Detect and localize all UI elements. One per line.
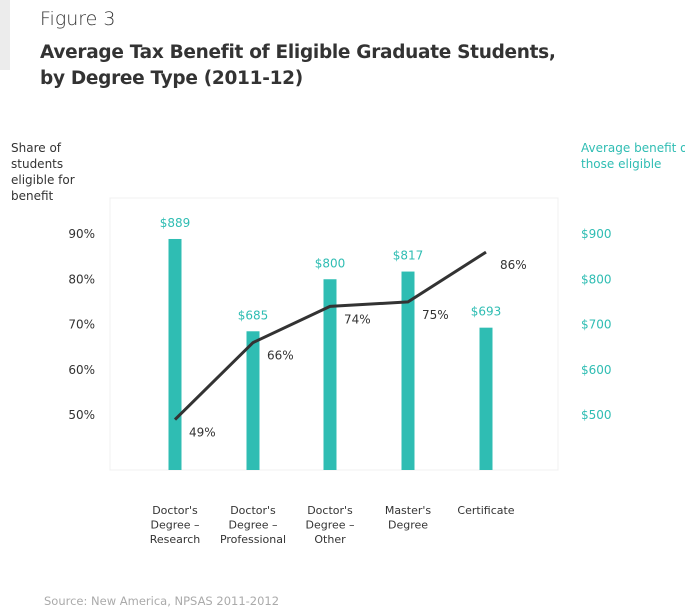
bar	[479, 327, 493, 470]
left-tick-label: 50%	[68, 408, 95, 422]
figure-label: Figure 3	[40, 8, 116, 30]
line-data-label: 49%	[189, 426, 216, 440]
left-axis-label: Share of	[11, 141, 62, 155]
x-category-label: Certificate	[457, 504, 514, 517]
bar	[246, 331, 260, 470]
x-category-label: Degree –	[305, 519, 354, 532]
right-axis-label: those eligible	[581, 157, 661, 171]
bar	[323, 279, 337, 470]
x-category-label: Doctor's	[230, 504, 276, 517]
bar-data-label: $693	[471, 305, 502, 319]
bar-data-label: $800	[315, 256, 346, 270]
bar-data-label: $817	[393, 249, 424, 263]
right-tick-label: $700	[581, 318, 612, 332]
left-tick-label: 60%	[68, 363, 95, 377]
x-category-label: Doctor's	[307, 504, 353, 517]
right-tick-label: $800	[581, 272, 612, 286]
decorative-side-bar	[0, 0, 10, 70]
x-category-label: Other	[314, 533, 346, 546]
right-tick-label: $600	[581, 363, 612, 377]
left-axis-label: benefit	[11, 189, 54, 203]
x-category-label: Degree	[388, 519, 428, 532]
right-tick-label: $500	[581, 408, 612, 422]
chart-title-line-1: Average Tax Benefit of Eligible Graduate…	[40, 42, 556, 63]
line-data-label: 86%	[500, 258, 527, 272]
left-tick-label: 90%	[68, 227, 95, 241]
x-category-label: Master's	[385, 504, 432, 517]
left-tick-label: 80%	[68, 272, 95, 286]
line-data-label: 74%	[344, 312, 371, 326]
right-axis-label: Average benefit of	[581, 141, 685, 155]
line-data-label: 75%	[422, 308, 449, 322]
line-data-label: 66%	[267, 349, 294, 363]
bar-data-label: $889	[160, 216, 191, 230]
source-note: Source: New America, NPSAS 2011-2012	[44, 594, 280, 608]
x-category-label: Research	[150, 533, 200, 546]
bar	[401, 271, 415, 470]
right-tick-label: $900	[581, 227, 612, 241]
bar-data-label: $685	[238, 308, 269, 322]
x-category-label: Degree –	[228, 519, 277, 532]
left-tick-label: 70%	[68, 318, 95, 332]
left-axis-label: eligible for	[11, 173, 75, 187]
left-axis-label: students	[11, 157, 63, 171]
chart-title-line-2: by Degree Type (2011-12)	[40, 68, 303, 89]
x-category-label: Doctor's	[152, 504, 198, 517]
x-category-label: Professional	[220, 533, 286, 546]
bar	[168, 238, 182, 470]
chart-title: Average Tax Benefit of Eligible Graduate…	[40, 40, 556, 92]
x-category-label: Degree –	[150, 519, 199, 532]
